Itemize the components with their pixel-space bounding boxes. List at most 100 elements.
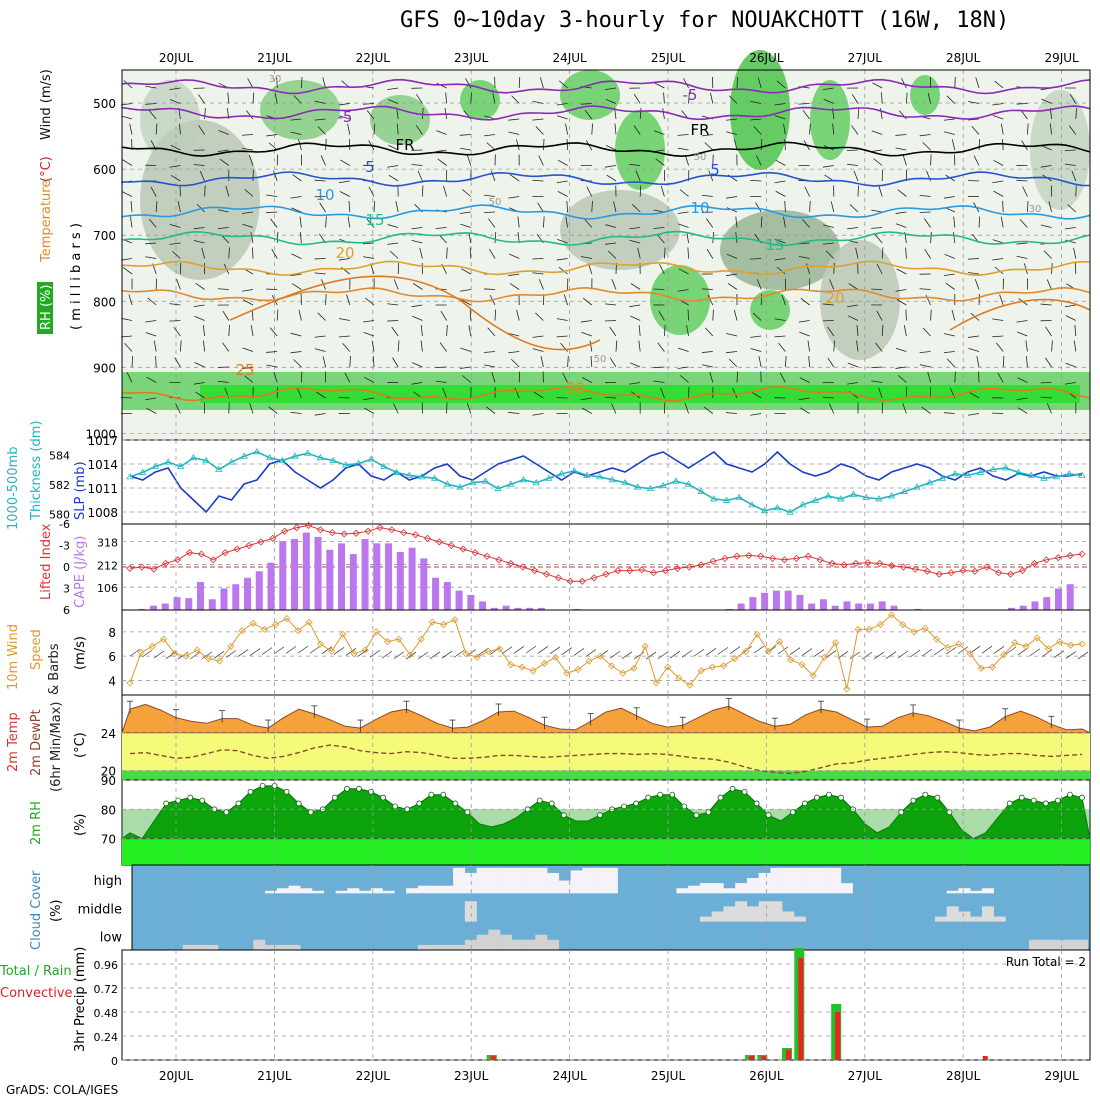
cape-bar — [208, 599, 216, 610]
wind-barb — [848, 283, 859, 290]
wind-barb — [466, 402, 472, 414]
wind-barb — [978, 138, 981, 151]
ylabel-precip-total: Total / Rain — [0, 964, 72, 979]
ylabel-cloud-unit: (%) — [49, 900, 64, 923]
wind-barb — [678, 347, 689, 352]
rh-point — [223, 809, 230, 816]
cloud-bar-high — [312, 890, 325, 894]
thickness-point — [1014, 468, 1023, 475]
cloud-bar-low — [488, 929, 501, 950]
thickness-point — [875, 495, 883, 502]
wind-barb — [946, 95, 956, 104]
wind-barb — [338, 318, 350, 321]
wind10m-barb — [261, 647, 273, 655]
thickness-point — [646, 484, 655, 492]
wind-barb — [218, 130, 229, 135]
wind-barb — [833, 262, 835, 275]
wind-barb — [514, 387, 520, 399]
wind-barb — [180, 340, 182, 352]
wind-speed-point — [372, 628, 380, 636]
wind-barb — [756, 279, 762, 290]
thickness-point — [494, 484, 502, 492]
wind-barb — [123, 80, 133, 89]
rh-point — [741, 788, 748, 795]
wind-barb — [653, 366, 665, 369]
wind-barb — [249, 402, 254, 414]
wind-barb — [774, 335, 786, 338]
wind-barb — [760, 138, 763, 151]
wind-barb — [727, 282, 738, 290]
thickness-point — [1065, 470, 1074, 477]
wind-barb — [580, 320, 592, 323]
wind-barb — [750, 100, 762, 104]
lifted-index-point — [709, 557, 717, 565]
wind-barb — [126, 372, 133, 383]
wind-barb — [217, 209, 229, 213]
wind-barb — [228, 247, 230, 259]
wind-barb — [274, 92, 278, 104]
wind-barb — [393, 279, 399, 290]
wind-barb — [508, 118, 520, 121]
thickness-point — [304, 449, 312, 456]
wind-speed-point — [361, 646, 369, 654]
wind-barb — [968, 272, 980, 275]
cloud-bar-middle — [782, 911, 795, 922]
wind-speed-point — [921, 624, 929, 632]
wind-barb — [679, 189, 689, 197]
cloud-bar-low — [1064, 939, 1077, 950]
rh-blob — [260, 80, 340, 140]
wind-barb — [785, 355, 787, 368]
wind-barb — [930, 309, 932, 321]
wind-barb — [659, 263, 665, 275]
lifted-index-point — [554, 574, 562, 582]
wind-barb — [656, 234, 665, 244]
wind-barb — [484, 351, 496, 353]
cloud-bar-low — [535, 934, 548, 950]
isotherm-25-contour — [229, 275, 1091, 351]
wind-barb — [415, 94, 423, 104]
cloud-bar-middle — [946, 906, 959, 922]
wind-barb — [677, 211, 689, 214]
cape-bar — [373, 543, 381, 610]
wind-barb — [468, 325, 472, 337]
isotherm-label: 30 — [565, 379, 584, 397]
wind-barb — [902, 403, 907, 414]
wind10m-barb — [561, 647, 573, 655]
wind-barb — [945, 282, 956, 290]
wind10m-barb — [141, 649, 153, 658]
wind-barb — [250, 325, 254, 337]
wind-barb — [580, 397, 592, 401]
wind-barb — [954, 371, 956, 383]
wind-barb — [179, 123, 181, 135]
wind-barb — [193, 382, 205, 385]
wind10m-barb — [777, 646, 789, 655]
wind-barb — [169, 165, 181, 168]
rh-contour-label: 50 — [594, 354, 607, 365]
lifted-index-point — [804, 552, 812, 560]
rh-point — [392, 803, 399, 810]
cloud-bar-low — [500, 934, 513, 950]
wind-barb — [993, 159, 1004, 166]
wind10m-barb — [381, 650, 393, 659]
wind10m-barb — [525, 645, 537, 654]
wind-speed-point — [540, 659, 548, 667]
wind-barb — [1026, 356, 1028, 368]
wind-barb — [943, 351, 955, 354]
wind-barb — [251, 309, 254, 321]
precip-tick-label: 0.24 — [94, 1031, 119, 1044]
wind-barb — [290, 351, 302, 354]
run-total-label: Run Total = 2 — [1006, 955, 1086, 969]
li-tick-label: 3 — [63, 583, 70, 596]
wind-barb — [871, 380, 883, 383]
wind-barb — [1000, 123, 1004, 135]
wind-barb — [875, 342, 883, 352]
thickness-point — [811, 496, 820, 503]
cloud-bar-middle — [970, 916, 983, 922]
wind-barb — [605, 165, 617, 168]
rh-point — [910, 797, 917, 804]
rh-point — [1018, 794, 1025, 801]
wind-barb — [508, 196, 520, 199]
wind-barb — [653, 380, 665, 383]
lifted-index-point — [257, 538, 265, 546]
wind-barb — [1064, 382, 1076, 385]
